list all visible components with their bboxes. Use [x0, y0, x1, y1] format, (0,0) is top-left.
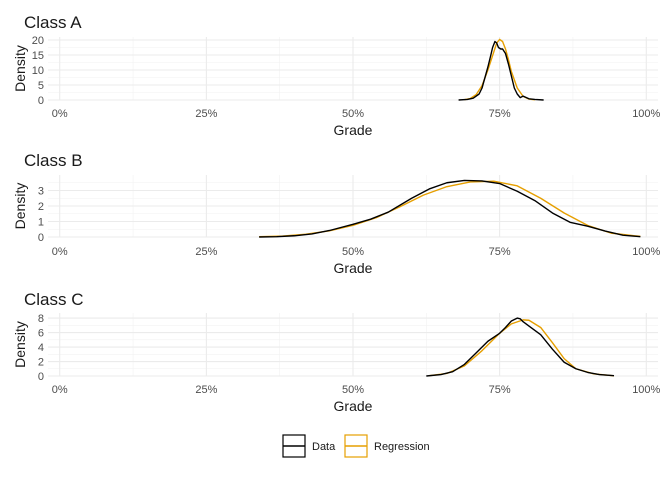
x-tick-label: 25% — [195, 246, 217, 258]
y-tick-label: 8 — [38, 313, 44, 325]
series-line-regression — [259, 180, 641, 238]
panel-title: Class A — [24, 13, 82, 32]
panel-title: Class B — [24, 151, 83, 170]
x-axis-title: Grade — [334, 398, 373, 414]
x-tick-label: 75% — [489, 108, 511, 120]
y-tick-label: 20 — [32, 35, 44, 47]
y-axis-title: Density — [12, 183, 28, 230]
x-tick-label: 75% — [489, 246, 511, 258]
y-tick-label: 0 — [38, 95, 44, 107]
y-tick-label: 15 — [32, 50, 44, 62]
y-tick-label: 0 — [38, 371, 44, 383]
x-axis-title: Grade — [334, 260, 373, 276]
series-line-data — [259, 179, 641, 238]
x-tick-label: 100% — [632, 246, 660, 258]
x-tick-label: 0% — [52, 384, 68, 396]
x-tick-label: 100% — [632, 384, 660, 396]
y-axis-title: Density — [12, 321, 28, 368]
panel-title: Class C — [24, 290, 84, 309]
x-tick-label: 50% — [342, 246, 364, 258]
x-tick-label: 75% — [489, 384, 511, 396]
y-axis-title: Density — [12, 45, 28, 92]
y-tick-label: 2 — [38, 357, 44, 369]
panel-1: 0% 25% 50% 75% 100% 0 5 10 15 20 Class A Grade Densi… — [12, 13, 661, 138]
x-axis-title: Grade — [334, 122, 373, 138]
panel-3: 0% 25% 50% 75% 100% 0 2 4 6 8 Class C Grade Density — [12, 290, 661, 414]
series-line-regression — [429, 319, 615, 377]
y-tick-label: 4 — [38, 342, 44, 354]
legend-label-regression: Regression — [374, 441, 430, 453]
y-tick-label: 10 — [32, 65, 44, 77]
panel-2: 0% 25% 50% 75% 100% 0 1 2 3 Class B Grade Density — [12, 151, 661, 276]
series-line-data — [426, 317, 615, 377]
x-tick-label: 0% — [52, 108, 68, 120]
x-tick-label: 100% — [632, 108, 660, 120]
x-tick-label: 50% — [342, 384, 364, 396]
y-tick-label: 5 — [38, 80, 44, 92]
y-tick-label: 2 — [38, 201, 44, 213]
x-tick-label: 25% — [195, 384, 217, 396]
x-tick-label: 0% — [52, 246, 68, 258]
y-tick-label: 3 — [38, 186, 44, 198]
series-line-data — [458, 40, 544, 101]
x-tick-label: 50% — [342, 108, 364, 120]
y-tick-label: 0 — [38, 232, 44, 244]
legend-label-data: Data — [312, 441, 336, 453]
y-tick-label: 1 — [38, 217, 44, 229]
x-tick-label: 25% — [195, 108, 217, 120]
legend: Data Regression — [282, 434, 430, 458]
y-tick-label: 6 — [38, 328, 44, 340]
series-line-regression — [464, 38, 535, 101]
